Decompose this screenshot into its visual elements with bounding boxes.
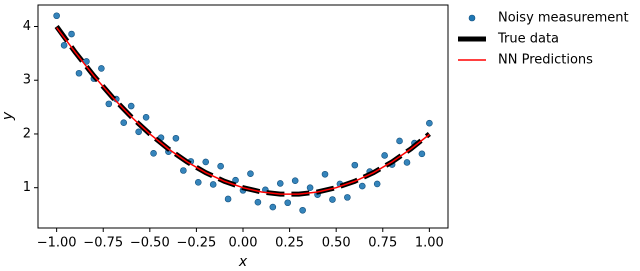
plot-frame (37, 4, 449, 229)
data-line (56, 27, 430, 195)
data-point (75, 69, 83, 77)
data-point (120, 119, 128, 126)
legend-label: Noisy measurement (498, 11, 629, 26)
data-point (329, 196, 336, 203)
y-tick-label: 3 (23, 73, 31, 88)
y-axis-title: y (0, 111, 16, 121)
data-point (403, 159, 411, 166)
x-tick-label: 0.25 (275, 236, 304, 251)
data-point (284, 199, 292, 207)
data-point (299, 206, 306, 214)
data-point (217, 162, 224, 170)
data-point (269, 203, 277, 211)
x-tick-label: −0.50 (130, 236, 170, 251)
y-tick-label: 4 (23, 19, 31, 34)
data-point (224, 195, 232, 203)
data-point (396, 137, 403, 145)
data-point (68, 30, 75, 38)
data-point (180, 167, 187, 174)
data-point (142, 114, 150, 121)
x-tick-label: −0.75 (83, 236, 123, 251)
data-point (135, 128, 142, 136)
data-point (98, 65, 105, 72)
data-point (150, 150, 157, 157)
data-point (105, 100, 113, 108)
y-tick-label: 1 (23, 180, 31, 195)
data-point (373, 180, 381, 188)
data-point (351, 161, 359, 169)
data-point (254, 198, 262, 206)
x-axis-title: x (238, 254, 248, 270)
data-point (426, 119, 433, 127)
data-point (276, 180, 284, 187)
legend-label: NN Predictions (498, 53, 593, 68)
data-point (321, 170, 329, 178)
data-point (209, 181, 217, 188)
data-point (306, 184, 314, 191)
data-point (127, 102, 135, 110)
data-point (344, 194, 351, 201)
x-tick-label: 0.00 (229, 236, 258, 251)
data-point (202, 158, 210, 166)
data-point (247, 170, 254, 178)
data-point (53, 12, 60, 20)
data-point (83, 58, 90, 65)
data-point (381, 152, 388, 159)
x-tick-label: −0.25 (176, 236, 216, 251)
legend-label: True data (497, 32, 559, 47)
data-point (194, 179, 202, 186)
x-tick-label: 1.00 (415, 236, 444, 251)
x-tick-label: 0.50 (322, 236, 351, 251)
x-tick-label: −1.00 (37, 236, 77, 251)
data-point (60, 42, 68, 49)
legend-marker (468, 14, 476, 22)
data-point (358, 182, 366, 190)
x-tick-label: 0.75 (368, 236, 397, 251)
data-line (54, 25, 431, 197)
data-point (172, 134, 180, 142)
y-tick-label: 2 (23, 126, 31, 141)
data-point (418, 150, 426, 158)
data-point (291, 177, 299, 185)
